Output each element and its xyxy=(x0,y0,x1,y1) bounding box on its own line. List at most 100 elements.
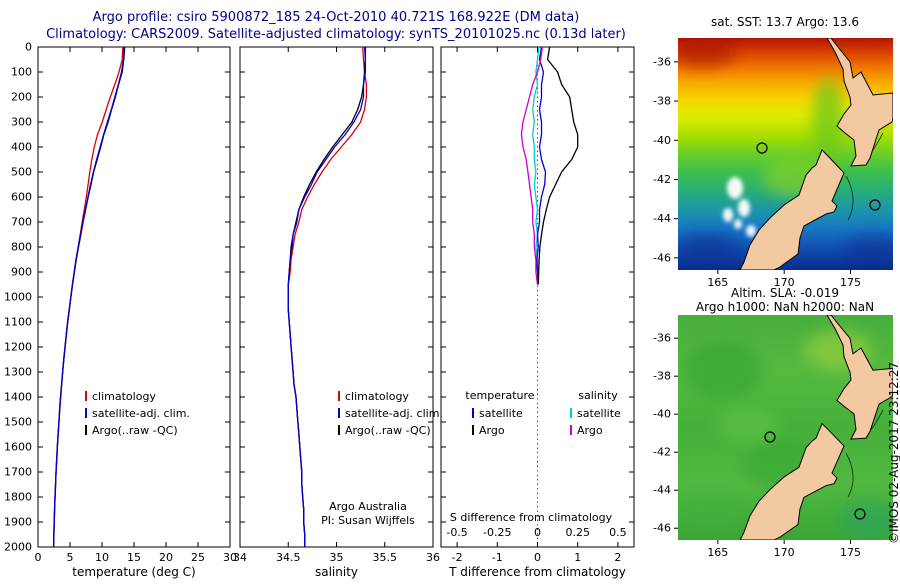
depth-tick-label: 1900 xyxy=(4,516,32,529)
plot-frame xyxy=(440,46,635,548)
satellite-adj-clim--line xyxy=(287,46,367,547)
salinity-xlabel: salinity xyxy=(315,565,358,579)
cloud-mask-patch xyxy=(723,208,733,222)
salinity-satellite-line xyxy=(532,46,540,285)
depth-tick-label: 500 xyxy=(11,166,32,179)
map-lat-tick-label: -40 xyxy=(653,134,671,147)
depth-tick-label: 1800 xyxy=(4,491,32,504)
depth-tick-label: 800 xyxy=(11,241,32,254)
sst-map-field xyxy=(678,38,893,270)
depth-tick-label: 100 xyxy=(11,66,32,79)
float-position-marker xyxy=(764,431,776,443)
depth-tick-label: 1100 xyxy=(4,316,32,329)
south-island-landmass xyxy=(739,149,845,270)
cloud-mask-patch xyxy=(734,219,742,229)
x-tick-label: -2 xyxy=(452,551,463,564)
depth-tick-label: 1700 xyxy=(4,466,32,479)
map-lon-tick-label: 170 xyxy=(774,276,795,289)
map-lat-tick-label: -42 xyxy=(653,446,671,459)
depth-tick-label: 1300 xyxy=(4,366,32,379)
legend-label-climatology: climatology xyxy=(92,390,156,403)
legend-label-argo-sal: Argo(..raw -QC) xyxy=(345,424,431,437)
x-tick-label: 2 xyxy=(614,551,621,564)
map-lat-tick-label: -38 xyxy=(653,95,671,108)
figure-title-line1: Argo profile: csiro 5900872_185 24-Oct-2… xyxy=(93,10,580,25)
bathymetry-contour xyxy=(845,452,854,498)
float-position-marker xyxy=(869,199,881,211)
x-tick-label: 20 xyxy=(159,551,173,564)
north-island-landmass xyxy=(826,38,893,167)
sla-map-panel: 165 170 175 -36 -38 -40 -42 -44 -46 xyxy=(653,315,893,559)
s-axis-tick-label: 0 xyxy=(534,526,541,539)
depth-tick-label: 1400 xyxy=(4,391,32,404)
depth-tick-label: 900 xyxy=(11,266,32,279)
temperature-satellite-line xyxy=(536,46,547,285)
salinity-panel: 34 34.5 35 35.5 36 xyxy=(233,46,440,564)
map-lon-tick-label: 170 xyxy=(774,546,795,559)
x-tick-label: 5 xyxy=(67,551,74,564)
cloud-mask-patch xyxy=(746,225,756,237)
depth-tick-label: 600 xyxy=(11,191,32,204)
sla-map-field xyxy=(678,315,893,540)
legend-header-temperature: temperature xyxy=(465,389,534,402)
satellite-adj-clim--line xyxy=(52,46,125,548)
depth-tick-label: 300 xyxy=(11,116,32,129)
temperature-panel: 0 5 10 15 20 25 300100200300400500600700800900… xyxy=(4,41,237,565)
map-lon-tick-label: 165 xyxy=(707,276,728,289)
map-lon-tick-label: 175 xyxy=(840,276,861,289)
difference-panel: -2 -0.5 -1 -0.25 0 0 1 0.25 2 0.5 xyxy=(440,46,635,564)
legend-label-t-satellite: satellite xyxy=(479,407,523,420)
float-position-marker xyxy=(854,508,866,520)
depth-tick-label: 200 xyxy=(11,91,32,104)
salinity-argo-line xyxy=(520,46,543,285)
s-axis-tick-label: 0.5 xyxy=(609,526,627,539)
float-position-marker xyxy=(756,142,768,154)
legend-label-t-argo: Argo xyxy=(479,424,505,437)
s-difference-label: S difference from climatology xyxy=(450,511,613,524)
depth-tick-label: 400 xyxy=(11,141,32,154)
legend-label-satellite-clim: satellite-adj. clim. xyxy=(92,407,190,420)
map-lat-tick-label: -40 xyxy=(653,408,671,421)
depth-tick-label: 1600 xyxy=(4,441,32,454)
s-axis-tick-label: -0.5 xyxy=(446,526,467,539)
sla-map-subtitle: Argo h1000: NaN h2000: NaN xyxy=(696,300,874,314)
x-tick-label: 34.5 xyxy=(276,551,301,564)
x-tick-label: 0 xyxy=(534,551,541,564)
s-axis-tick-label: 0.25 xyxy=(565,526,590,539)
legend-label-s-argo: Argo xyxy=(577,424,603,437)
plot-frame xyxy=(239,46,434,548)
sst-map-title: sat. SST: 13.7 Argo: 13.6 xyxy=(711,15,859,29)
argo-australia-note: Argo Australia xyxy=(329,500,407,513)
x-tick-label: 1 xyxy=(574,551,581,564)
legend-label-s-satellite: satellite xyxy=(577,407,621,420)
legend-label-argo: Argo(..raw -QC) xyxy=(92,424,178,437)
cloud-mask-patch xyxy=(727,177,743,199)
depth-tick-label: 1200 xyxy=(4,341,32,354)
map-lat-tick-label: -44 xyxy=(653,484,671,497)
imos-watermark: ©IMOS 02-Aug-2017 23:12:27 xyxy=(887,362,900,544)
x-tick-label: 0 xyxy=(35,551,42,564)
x-tick-label: 25 xyxy=(191,551,205,564)
t-difference-xlabel: T difference from climatology xyxy=(448,565,626,579)
x-tick-label: 35 xyxy=(330,551,344,564)
x-tick-label: -1 xyxy=(492,551,503,564)
map-lat-tick-label: -38 xyxy=(653,370,671,383)
map-lon-tick-label: 165 xyxy=(707,546,728,559)
map-lat-tick-label: -42 xyxy=(653,173,671,186)
map-lon-tick-label: 175 xyxy=(840,546,861,559)
bathymetry-contour xyxy=(845,175,854,221)
pi-note: PI: Susan Wijffels xyxy=(321,514,415,527)
legend-header-salinity: salinity xyxy=(578,389,618,402)
map-lat-tick-label: -46 xyxy=(653,522,671,535)
x-tick-label: 30 xyxy=(223,551,237,564)
x-tick-label: 34 xyxy=(233,551,247,564)
plot-frame xyxy=(37,46,231,548)
legend-label-climatology-sal: climatology xyxy=(345,390,409,403)
north-island-landmass xyxy=(826,315,893,440)
depth-tick-label: 0 xyxy=(25,41,32,54)
legend-label-satellite-clim-sal: satellite-adj. clim. xyxy=(345,407,443,420)
sst-map-panel: 165 170 175 -36 -38 -40 -42 -44 -46 xyxy=(653,38,893,289)
x-tick-label: 10 xyxy=(95,551,109,564)
temperature-argo-line xyxy=(537,46,579,285)
